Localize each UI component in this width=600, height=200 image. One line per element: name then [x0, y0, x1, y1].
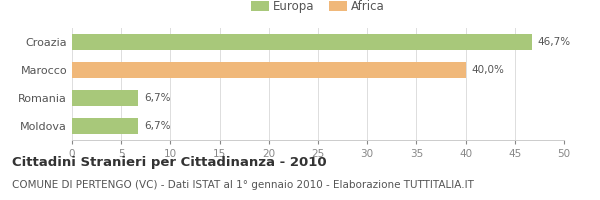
Bar — [72, 62, 466, 78]
Text: 40,0%: 40,0% — [472, 65, 505, 75]
Text: Cittadini Stranieri per Cittadinanza - 2010: Cittadini Stranieri per Cittadinanza - 2… — [12, 156, 326, 169]
Text: COMUNE DI PERTENGO (VC) - Dati ISTAT al 1° gennaio 2010 - Elaborazione TUTTITALI: COMUNE DI PERTENGO (VC) - Dati ISTAT al … — [12, 180, 474, 190]
Text: 6,7%: 6,7% — [144, 93, 170, 103]
Bar — [72, 118, 138, 134]
Bar — [72, 90, 138, 106]
Text: 6,7%: 6,7% — [144, 121, 170, 131]
Legend: Europa, Africa: Europa, Africa — [246, 0, 390, 18]
Text: 46,7%: 46,7% — [538, 37, 571, 47]
Bar — [72, 34, 532, 50]
